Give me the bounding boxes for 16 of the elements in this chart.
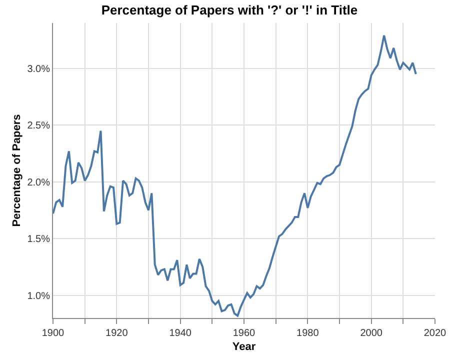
x-axis-title: Year bbox=[232, 341, 256, 354]
x-tick-label: 1940 bbox=[169, 328, 192, 339]
y-axis-title: Percentage of Papers bbox=[10, 114, 23, 227]
x-tick-label: 1980 bbox=[296, 328, 320, 339]
y-tick-label: 3.0% bbox=[27, 64, 50, 75]
x-tick-label: 2000 bbox=[360, 328, 383, 339]
y-tick-label: 2.5% bbox=[27, 120, 50, 132]
x-tick-label: 1920 bbox=[106, 328, 128, 339]
y-tick-label: 2.0% bbox=[27, 177, 50, 188]
y-tick-label: 1.0% bbox=[27, 290, 50, 302]
x-tick-label: 1960 bbox=[232, 328, 256, 339]
line-series bbox=[53, 34, 417, 317]
chart-title: Percentage of Papers with '?' or '!' in Title bbox=[101, 2, 358, 18]
x-tick-label: 2020 bbox=[424, 328, 447, 339]
x-tick-label: 1900 bbox=[42, 328, 65, 339]
y-tick-label: 1.5% bbox=[27, 234, 50, 246]
